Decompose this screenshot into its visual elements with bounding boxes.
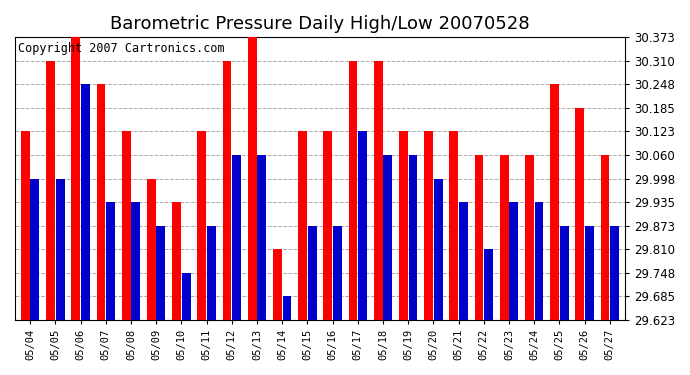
Bar xyxy=(600,155,609,320)
Bar xyxy=(560,226,569,320)
Bar xyxy=(222,61,231,320)
Bar xyxy=(399,132,408,320)
Bar xyxy=(308,226,317,320)
Bar xyxy=(106,202,115,320)
Bar xyxy=(475,155,484,320)
Bar xyxy=(21,132,30,320)
Bar xyxy=(207,226,216,320)
Bar xyxy=(550,84,559,320)
Bar xyxy=(282,296,291,320)
Bar xyxy=(333,226,342,320)
Bar xyxy=(30,178,39,320)
Bar xyxy=(147,178,156,320)
Bar xyxy=(71,38,80,320)
Bar xyxy=(273,249,282,320)
Bar xyxy=(509,202,518,320)
Bar xyxy=(535,202,543,320)
Bar xyxy=(449,132,458,320)
Bar xyxy=(374,61,382,320)
Bar xyxy=(459,202,468,320)
Bar xyxy=(97,84,106,320)
Bar xyxy=(575,108,584,320)
Bar xyxy=(424,132,433,320)
Bar xyxy=(384,155,392,320)
Bar xyxy=(610,226,619,320)
Bar xyxy=(181,273,190,320)
Bar xyxy=(197,132,206,320)
Bar xyxy=(172,202,181,320)
Bar xyxy=(157,226,166,320)
Bar xyxy=(408,155,417,320)
Title: Barometric Pressure Daily High/Low 20070528: Barometric Pressure Daily High/Low 20070… xyxy=(110,15,530,33)
Bar xyxy=(56,178,65,320)
Bar xyxy=(46,61,55,320)
Bar xyxy=(131,202,140,320)
Bar xyxy=(257,155,266,320)
Bar xyxy=(121,132,130,320)
Bar xyxy=(232,155,241,320)
Bar xyxy=(525,155,534,320)
Bar xyxy=(434,178,442,320)
Text: Copyright 2007 Cartronics.com: Copyright 2007 Cartronics.com xyxy=(18,42,225,55)
Bar xyxy=(484,249,493,320)
Bar xyxy=(248,38,257,320)
Bar xyxy=(81,84,90,320)
Bar xyxy=(348,61,357,320)
Bar xyxy=(298,132,307,320)
Bar xyxy=(358,132,367,320)
Bar xyxy=(585,226,593,320)
Bar xyxy=(324,132,332,320)
Bar xyxy=(500,155,509,320)
